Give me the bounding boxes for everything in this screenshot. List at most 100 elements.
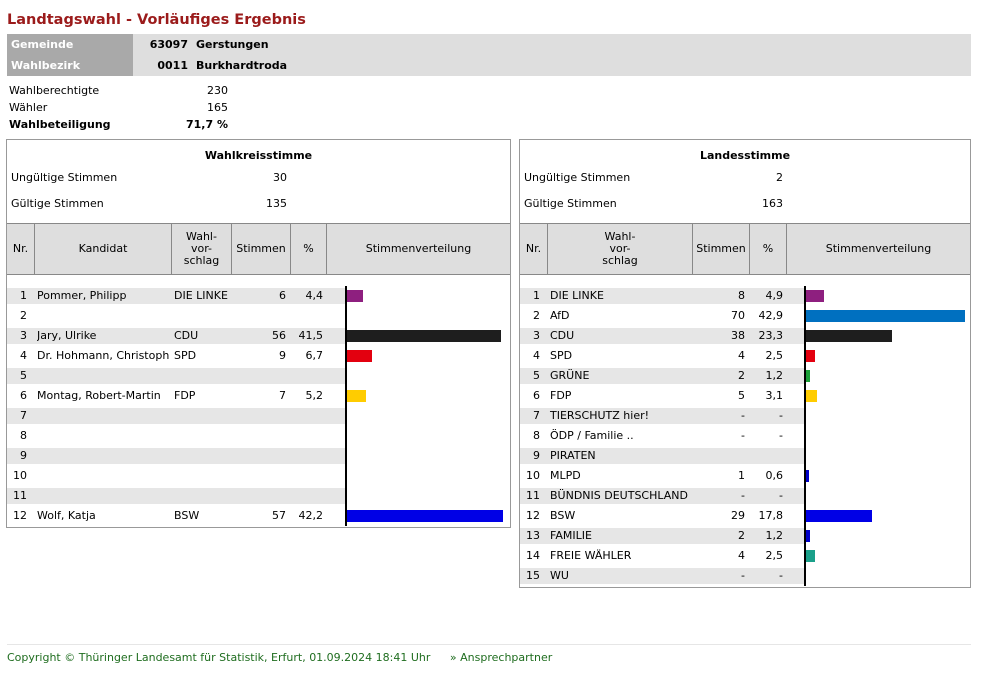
table-row: 15 WU - -	[520, 566, 970, 586]
col-vorschlag: Wahl- vor- schlag	[548, 224, 693, 274]
vote-bar	[806, 470, 809, 482]
row-vorschlag: GRÜNE	[550, 369, 590, 382]
gemeinde-label: Gemeinde	[7, 34, 133, 55]
wahlbezirk-label: Wahlbezirk	[7, 55, 133, 76]
landesstimme-panel: Landesstimme Ungültige Stimmen 2 Gültige…	[519, 139, 971, 588]
row-nr: 9	[533, 449, 540, 462]
table-row: 6 Montag, Robert-Martin FDP 7 5,2	[7, 386, 510, 406]
row-background	[7, 408, 345, 424]
col-verteilung: Stimmenverteilung	[365, 242, 472, 255]
row-vorschlag: SPD	[174, 349, 197, 362]
row-percent: -	[779, 569, 783, 582]
page-title: Landtagswahl - Vorläufiges Ergebnis	[7, 12, 306, 28]
table-row: 14 FREIE WÄHLER 4 2,5	[520, 546, 970, 566]
table-row: 6 FDP 5 3,1	[520, 386, 970, 406]
waehler-value: 165	[207, 101, 228, 114]
row-background	[520, 568, 804, 584]
row-vorschlag: BSW	[550, 509, 576, 522]
row-nr: 14	[526, 549, 540, 562]
row-nr: 12	[13, 509, 27, 522]
row-percent: -	[779, 409, 783, 422]
vote-bar	[806, 350, 815, 362]
col-vorschlag: Wahl- vor- schlag	[172, 224, 232, 274]
row-vorschlag: AfD	[550, 309, 570, 322]
gemeinde-name: Gerstungen	[196, 38, 269, 51]
row-vorschlag: WU	[550, 569, 569, 582]
beteiligung-label: Wahlbeteiligung	[9, 118, 111, 131]
vote-bar	[806, 530, 810, 542]
row-background	[520, 488, 804, 504]
row-vorschlag: FDP	[174, 389, 196, 402]
row-percent: 17,8	[758, 509, 784, 522]
table-row: 8	[7, 426, 510, 446]
row-nr: 8	[533, 429, 540, 442]
row-kandidat: Wolf, Katja	[37, 509, 96, 522]
row-stimmen: -	[741, 569, 745, 582]
wahlbezirk-name: Burkhardtroda	[196, 59, 288, 72]
col-stimmen: Stimmen	[232, 224, 291, 274]
chart-axis	[345, 286, 347, 526]
row-nr: 6	[20, 389, 27, 402]
table-row: 5	[7, 366, 510, 386]
beteiligung-value: 71,7 %	[186, 118, 228, 131]
table-row: 3 Jary, Ulrike CDU 56 41,5	[7, 326, 510, 346]
row-background	[520, 528, 804, 544]
ansprechpartner-link[interactable]: » Ansprechpartner	[449, 651, 553, 664]
row-percent: 42,9	[758, 309, 784, 322]
vote-bar	[347, 350, 372, 362]
row-percent: -	[779, 489, 783, 502]
row-kandidat: Dr. Hohmann, Christoph	[37, 349, 170, 362]
row-vorschlag: FAMILIE	[550, 529, 592, 542]
col-nr: Nr.	[520, 224, 548, 274]
row-nr: 11	[526, 489, 540, 502]
row-percent: 2,5	[765, 349, 784, 362]
vote-bar	[347, 330, 501, 342]
row-nr: 3	[533, 329, 540, 342]
wahlkreis-gueltig-value: 135	[266, 197, 287, 210]
row-nr: 5	[533, 369, 540, 382]
table-row: 9	[7, 446, 510, 466]
landes-ungueltig-label: Ungültige Stimmen	[524, 171, 631, 184]
row-nr: 8	[20, 429, 27, 442]
vote-bar	[806, 550, 815, 562]
col-kandidat: Kandidat	[35, 224, 172, 274]
row-nr: 1	[20, 289, 27, 302]
col-nr: Nr.	[7, 224, 35, 274]
row-nr: 13	[526, 529, 540, 542]
row-nr: 9	[20, 449, 27, 462]
wahlkreis-table-header: Nr. Kandidat Wahl- vor- schlag Stimmen %…	[7, 223, 510, 275]
row-kandidat: Jary, Ulrike	[37, 329, 97, 342]
row-stimmen: 29	[731, 509, 745, 522]
row-stimmen: -	[741, 429, 745, 442]
row-vorschlag: MLPD	[550, 469, 581, 482]
row-stimmen: 2	[738, 529, 745, 542]
row-nr: 10	[526, 469, 540, 482]
row-background	[7, 328, 345, 344]
summary-wahlberechtigte: Wahlberechtigte 230	[9, 84, 228, 97]
row-percent: 6,7	[305, 349, 324, 362]
row-background	[7, 448, 345, 464]
vote-bar	[347, 510, 503, 522]
row-stimmen: 2	[738, 369, 745, 382]
row-stimmen: 8	[738, 289, 745, 302]
row-stimmen: 7	[279, 389, 286, 402]
copyright-text: Copyright © Thüringer Landesamt für Stat…	[7, 651, 431, 664]
row-background	[520, 288, 804, 304]
row-nr: 3	[20, 329, 27, 342]
table-row: 3 CDU 38 23,3	[520, 326, 970, 346]
row-percent: 4,4	[305, 289, 324, 302]
vote-bar	[806, 310, 965, 322]
chart-axis	[804, 286, 806, 586]
wahlberechtigte-value: 230	[207, 84, 228, 97]
table-row: 8 ÖDP / Familie .. - -	[520, 426, 970, 446]
row-kandidat: Pommer, Philipp	[37, 289, 127, 302]
row-percent: 42,2	[298, 509, 324, 522]
row-nr: 10	[13, 469, 27, 482]
landes-table-header: Nr. Wahl- vor- schlag Stimmen % Stimmenv…	[520, 223, 970, 275]
table-row: 9 PIRATEN	[520, 446, 970, 466]
row-stimmen: 70	[731, 309, 745, 322]
row-vorschlag: BÜNDNIS DEUTSCHLAND	[550, 489, 688, 502]
table-row: 1 DIE LINKE 8 4,9	[520, 286, 970, 306]
vote-bar	[347, 290, 363, 302]
row-vorschlag: ÖDP / Familie ..	[550, 429, 634, 442]
